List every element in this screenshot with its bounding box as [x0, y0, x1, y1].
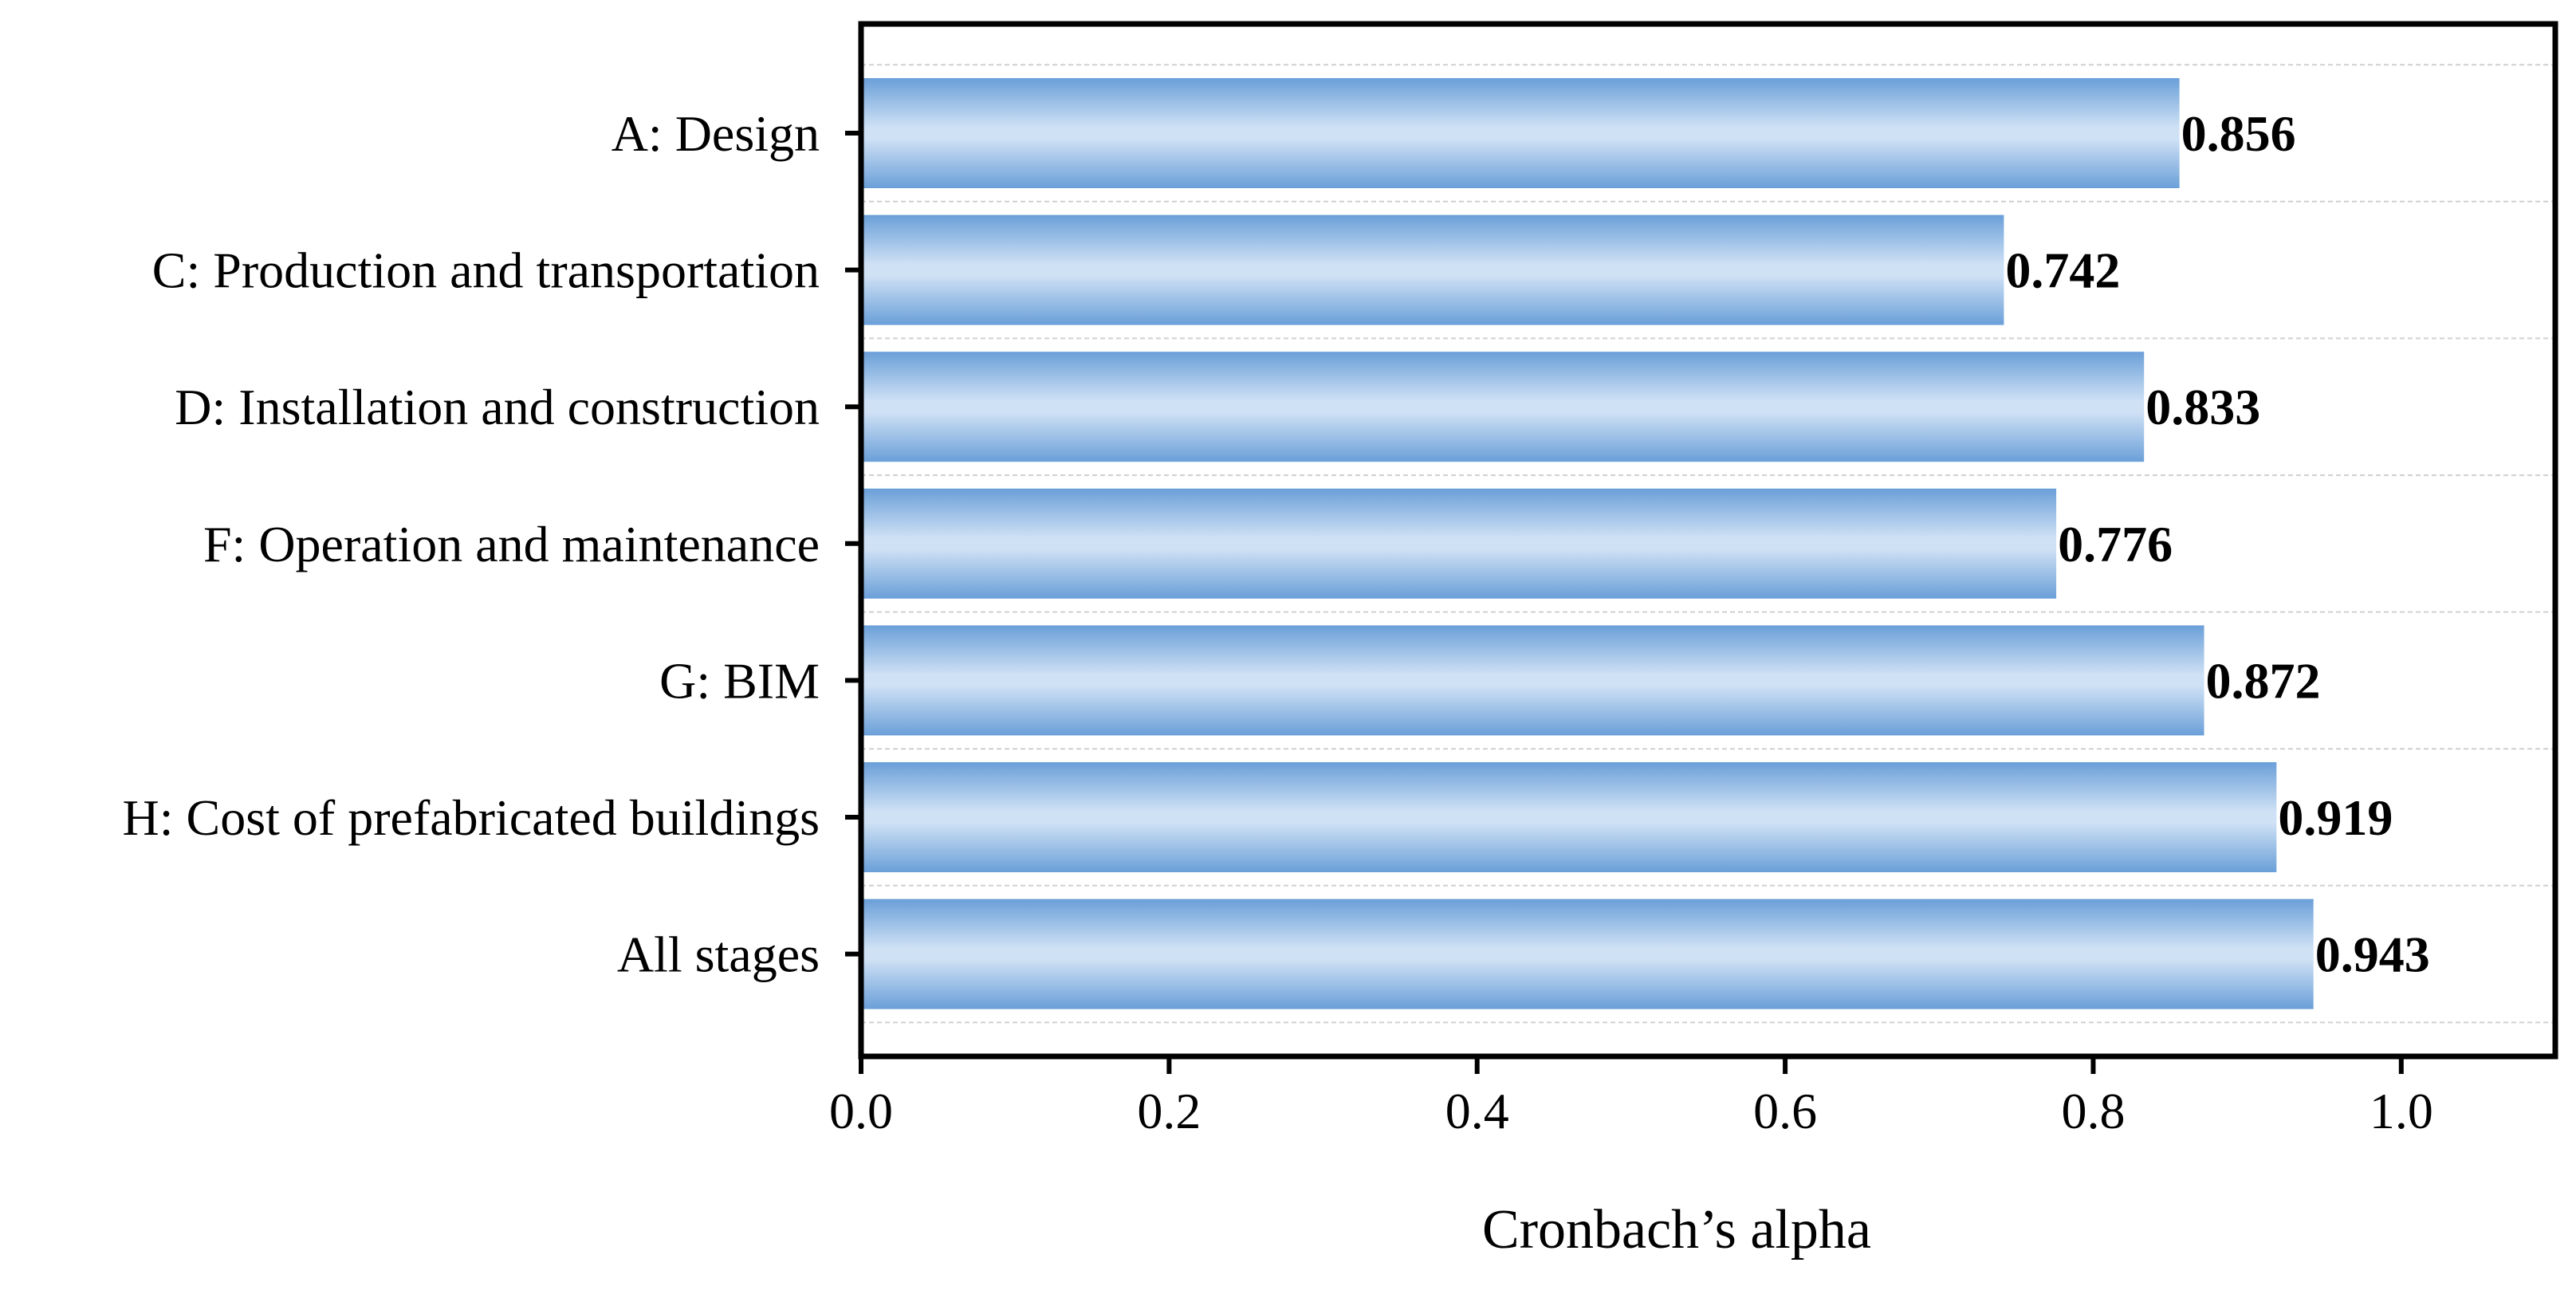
x-axis-title: Cronbach’s alpha — [1482, 1199, 1871, 1261]
y-tick-label: C: Production and transportation — [152, 242, 820, 299]
x-tick-label: 0.4 — [1445, 1083, 1509, 1139]
plot-frame — [858, 21, 2558, 1060]
value-label: 0.776 — [2058, 516, 2173, 572]
bar — [861, 214, 2004, 325]
y-tick-label: G: BIM — [659, 652, 820, 709]
value-label: 0.856 — [2181, 105, 2296, 162]
x-tick-label: 0.0 — [829, 1083, 893, 1139]
value-labels: 0.856 0.742 0.833 0.776 0.872 0.919 0.943 — [2005, 105, 2429, 983]
x-tick-label: 1.0 — [2370, 1083, 2433, 1139]
bar — [861, 488, 2057, 599]
value-label: 0.833 — [2145, 379, 2260, 435]
x-tick-label: 0.8 — [2061, 1083, 2125, 1139]
x-tick-label: 0.2 — [1137, 1083, 1201, 1139]
bar — [861, 762, 2277, 872]
y-tick-label: H: Cost of prefabricated buildings — [123, 789, 820, 846]
y-tick-label: All stages — [617, 926, 820, 983]
bar — [861, 78, 2180, 188]
x-tick-label: 0.6 — [1753, 1083, 1817, 1139]
y-tick-label: D: Installation and construction — [175, 379, 820, 435]
bars — [861, 78, 2314, 1009]
value-label: 0.742 — [2005, 242, 2120, 299]
axes: A: Design C: Production and transportatio… — [123, 21, 2558, 1139]
gridlines — [861, 64, 2555, 1024]
y-tick-label: A: Design — [612, 105, 820, 162]
bar — [861, 625, 2204, 736]
value-label: 0.919 — [2278, 789, 2393, 846]
value-label: 0.943 — [2315, 926, 2430, 983]
bar — [861, 352, 2145, 462]
bar — [861, 899, 2314, 1009]
y-tick-label: F: Operation and maintenance — [203, 516, 820, 572]
value-label: 0.872 — [2206, 652, 2321, 709]
